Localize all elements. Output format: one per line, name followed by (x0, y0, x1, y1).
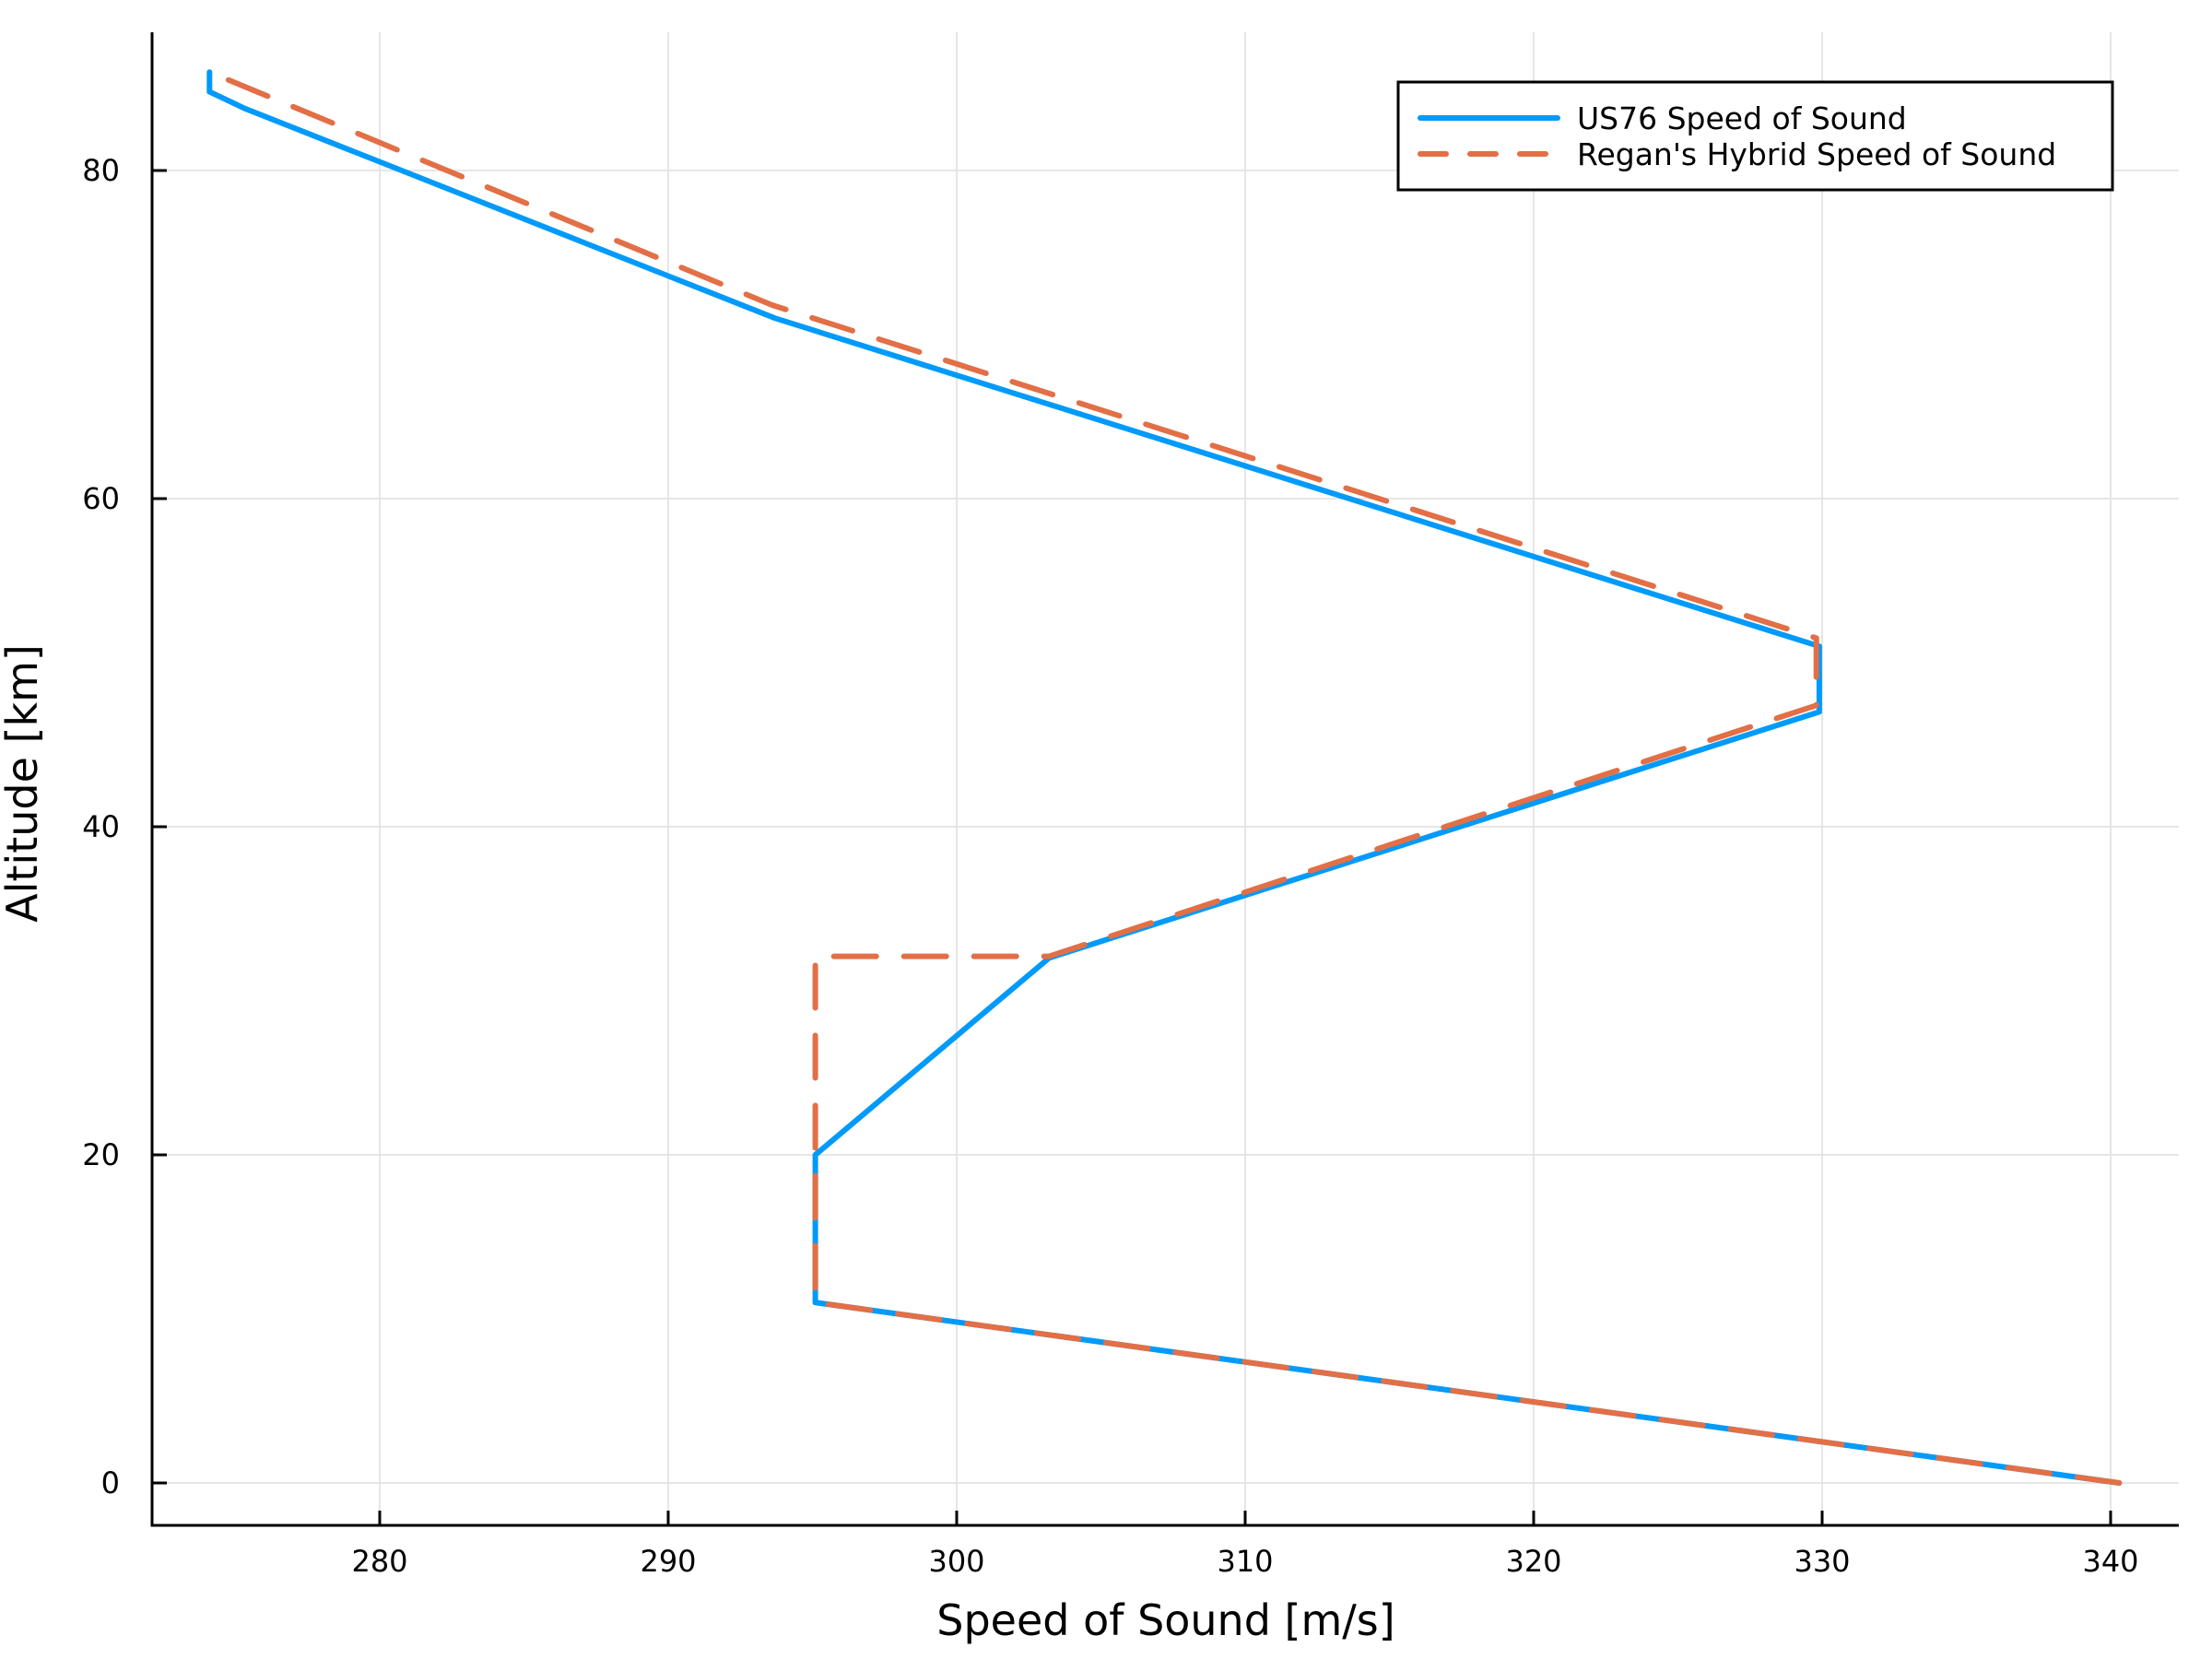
x-tick-label: 330 (1794, 1544, 1850, 1579)
legend-box (1396, 80, 2114, 192)
y-tick-label: 20 (82, 1137, 120, 1172)
legend-label-us76: US76 Speed of Sound (1577, 100, 1907, 136)
axes: 280 290 300 310 320 330 340 0 20 40 60 80 (82, 32, 2179, 1579)
x-tick-label: 340 (2082, 1544, 2138, 1579)
grid-lines (152, 32, 2179, 1525)
series-regan-hybrid-line (206, 69, 2123, 1486)
x-axis-title: Speed of Sound [m/s] (936, 1595, 1394, 1645)
y-tick-label: 0 (101, 1465, 120, 1500)
x-tick-label: 320 (1505, 1544, 1561, 1579)
series-us76-line (206, 69, 2123, 1486)
y-axis-title: Altitude [km] (0, 644, 47, 923)
y-tick-label: 60 (82, 481, 120, 516)
x-tick-label: 280 (351, 1544, 407, 1579)
x-tick-label: 290 (640, 1544, 696, 1579)
series-layer (206, 69, 2123, 1486)
x-tick-label: 310 (1217, 1544, 1273, 1579)
x-tick-label: 300 (928, 1544, 984, 1579)
y-tick-label: 40 (82, 809, 120, 844)
legend-label-regan: Regan's Hybrid Speed of Sound (1577, 136, 2056, 172)
y-tick-label: 80 (82, 153, 120, 188)
legend: US76 Speed of Sound Regan's Hybrid Speed… (1396, 80, 2114, 192)
